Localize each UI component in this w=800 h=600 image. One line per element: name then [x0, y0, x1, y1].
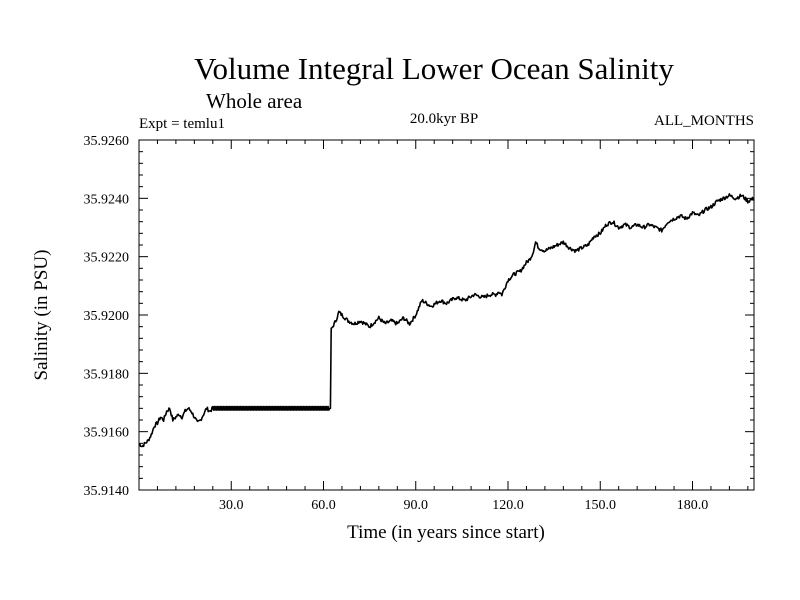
- y-tick-label: 35.9220: [84, 251, 130, 266]
- x-axis-label: Time (in years since start): [347, 522, 545, 543]
- salinity-series-line: [138, 193, 755, 448]
- x-tick-labels: 30.0 60.0 90.0 120.0 150.0 180.0: [219, 498, 708, 513]
- y-axis-label: Salinity (in PSU): [31, 250, 52, 381]
- experiment-label: Expt = temlu1: [139, 116, 225, 132]
- x-tick-label: 60.0: [311, 498, 336, 513]
- y-tick-label: 35.9200: [84, 309, 130, 324]
- axis-ticks: [138, 139, 754, 491]
- period-label: 20.0kyr BP: [410, 111, 478, 127]
- plot-frame: [138, 139, 755, 491]
- x-tick-label: 90.0: [404, 498, 429, 513]
- x-tick-label: 180.0: [677, 498, 709, 513]
- y-tick-label: 35.9160: [84, 426, 130, 441]
- x-tick-label: 150.0: [585, 498, 617, 513]
- y-tick-labels: 35.9140 35.9160 35.9180 35.9200 35.9220 35.92…: [84, 134, 130, 499]
- x-tick-label: 30.0: [219, 498, 244, 513]
- y-tick-label: 35.9140: [84, 484, 130, 499]
- y-tick-label: 35.9240: [84, 192, 130, 207]
- y-tick-label: 35.9260: [84, 134, 130, 149]
- y-tick-label: 35.9180: [84, 367, 130, 382]
- x-tick-label: 120.0: [492, 498, 524, 513]
- chart-subtitle: Whole area: [206, 89, 303, 113]
- months-label: ALL_MONTHS: [654, 113, 754, 129]
- chart-title: Volume Integral Lower Ocean Salinity: [194, 51, 674, 86]
